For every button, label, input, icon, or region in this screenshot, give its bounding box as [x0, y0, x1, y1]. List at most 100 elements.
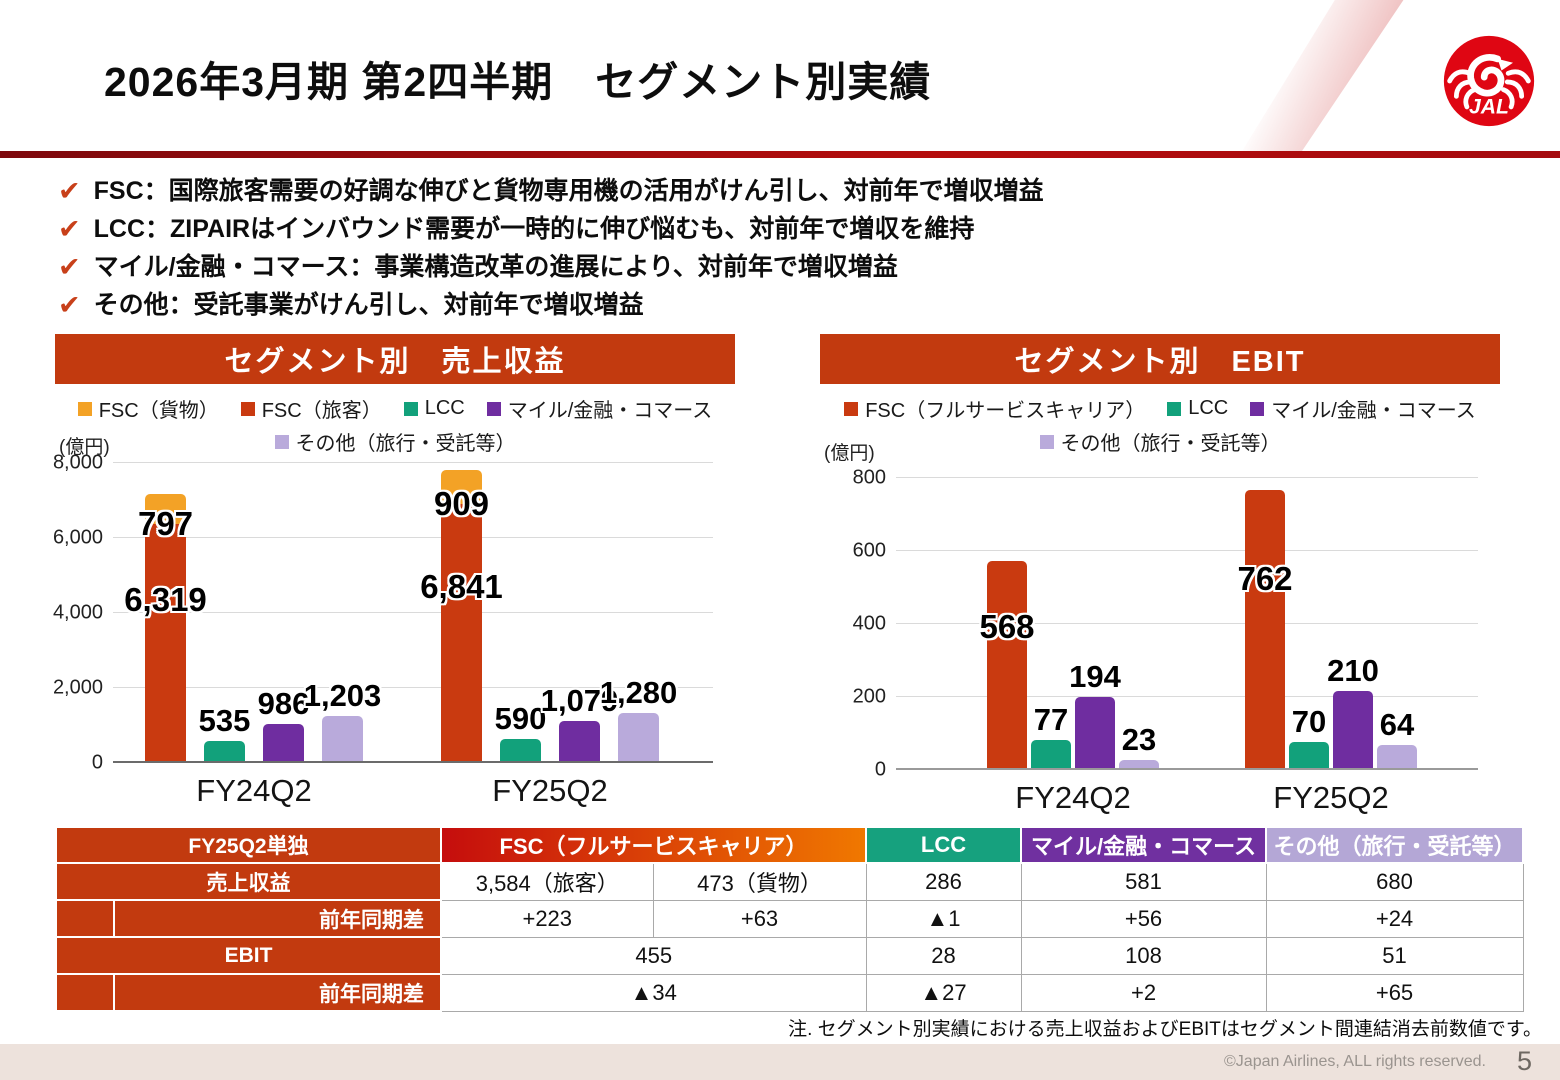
highlights-list: ✔ FSC：国際旅客需要の好調な伸びと貨物専用機の活用がけん引し、対前年で増収増益…	[58, 172, 1044, 324]
bar-FY25Q2: 64	[1377, 707, 1417, 768]
bar-FY25Q2: 70	[1289, 704, 1329, 768]
y-axis-tick: 6,000	[52, 526, 103, 549]
legend-item: マイル/金融・コマース	[486, 394, 712, 423]
bullet-text: LCC：ZIPAIRはインバウンド需要が一時的に伸び悩むも、対前年で増収を維持	[93, 215, 975, 243]
unit-label: (億円)	[59, 437, 110, 458]
y-axis-tick: 2,000	[52, 676, 103, 699]
category-label-FY24Q2: FY24Q2	[196, 773, 312, 808]
check-icon: ✔	[58, 290, 81, 320]
table-cell: +63	[652, 899, 867, 938]
gridline	[896, 550, 1478, 551]
table-column-header: LCC	[865, 826, 1023, 864]
row-label: 売上収益	[55, 862, 442, 901]
bar-value-label: 1,203	[303, 677, 382, 713]
copyright-text: ©Japan Airlines, ALL rights reserved.	[1224, 1053, 1486, 1070]
bullet-lcc: ✔ LCC：ZIPAIRはインバウンド需要が一時的に伸び悩むも、対前年で増収を維持	[58, 210, 1044, 248]
table-row: 売上収益 3,584（旅客） 473（貨物） 286 581 680	[55, 862, 1524, 901]
legend-swatch-icon	[240, 401, 255, 416]
bar-segment-passenger	[145, 524, 186, 761]
bar-value-label: 70	[1291, 704, 1327, 740]
legend-label: その他（旅行・受託等）	[1060, 433, 1281, 455]
legend-label: FSC（旅客）	[261, 400, 382, 422]
row-label: 前年同期差	[113, 973, 442, 1012]
segment-results-table: FY25Q2単独 FSC（フルサービスキャリア） LCC マイル/金融・コマース その他…	[55, 826, 1525, 1012]
y-axis-tick: 8,000	[52, 451, 103, 474]
y-axis-tick: 0	[874, 758, 886, 781]
legend-swatch-icon	[1250, 401, 1265, 416]
legend-row: FSC（フルサービスキャリア） LCC マイル/金融・コマース	[844, 394, 1476, 423]
unit-label: (億円)	[824, 443, 875, 464]
bar-FY24Q2-fsc: 797 6,319	[124, 494, 207, 761]
legend-swatch-icon	[844, 401, 859, 416]
legend-label: マイル/金融・コマース	[1271, 400, 1476, 422]
footer-bar: ©Japan Airlines, ALL rights reserved. 5	[0, 1044, 1560, 1080]
bar-value-label: 762	[1237, 559, 1293, 597]
bar-value-label: 797	[137, 505, 194, 543]
table-cell: +56	[1020, 899, 1267, 938]
legend-row: FSC（貨物） FSC（旅客） LCC マイル/金融・コマース	[77, 394, 712, 423]
crane-left-wing-icon	[1447, 69, 1477, 110]
revenue-chart: 0 2,000 4,000 6,000 8,000 797 6,319 535 986 1,20…	[52, 452, 735, 808]
table-header-row: FY25Q2単独 FSC（フルサービスキャリア） LCC マイル/金融・コマース その他…	[55, 826, 1525, 864]
bar-value-label: 986	[257, 686, 310, 722]
bar-FY25Q2: 590	[495, 701, 546, 761]
legend-label: LCC	[424, 397, 465, 419]
bar-value-label: 590	[494, 700, 547, 736]
legend-item: FSC（旅客）	[240, 394, 382, 423]
table-cell: +65	[1265, 973, 1524, 1012]
bar-FY24Q2: 23	[1119, 722, 1159, 768]
legend-row: その他（旅行・受託等）	[1039, 427, 1281, 456]
page-number: 5	[1516, 1046, 1532, 1076]
jal-logo-icon: JAL	[1443, 35, 1535, 127]
bar-value-label: 77	[1033, 701, 1069, 737]
table-cell: 581	[1020, 862, 1267, 901]
category-label-FY25Q2: FY25Q2	[492, 773, 608, 808]
bar-value-label: 1,079	[540, 682, 619, 718]
row-label: 前年同期差	[113, 899, 442, 938]
svg-text:JAL: JAL	[1469, 96, 1509, 119]
check-icon: ✔	[58, 252, 81, 282]
row-label: EBIT	[55, 936, 442, 975]
bar-value-label: 6,841	[420, 567, 503, 605]
table-corner-header: FY25Q2単独	[55, 826, 442, 864]
check-icon: ✔	[58, 176, 81, 206]
gridline	[896, 696, 1478, 697]
bar-value-label: 23	[1121, 721, 1157, 757]
table-cell: +24	[1265, 899, 1524, 938]
category-label-FY25Q2: FY25Q2	[1273, 780, 1389, 815]
legend-swatch-icon	[1039, 434, 1054, 449]
table-row: EBIT 455 28 108 51	[55, 936, 1524, 975]
bar-segment-cargo	[145, 494, 186, 525]
table-column-header: FSC（フルサービスキャリア）	[439, 826, 868, 864]
bar-FY25Q2: 210	[1327, 653, 1379, 768]
bar-FY25Q2: 762	[1237, 489, 1293, 768]
y-axis-tick: 200	[852, 685, 886, 708]
crane-right-wing-icon	[1501, 69, 1531, 110]
legend-item: マイル/金融・コマース	[1250, 394, 1476, 423]
table-cell: +2	[1020, 973, 1267, 1012]
bullet-mile: ✔ マイル/金融・コマース：事業構造改革の進展により、対前年で増収増益	[58, 248, 1044, 286]
y-axis-tick: 600	[852, 539, 886, 562]
table-cell: 455	[440, 936, 867, 975]
legend-swatch-icon	[274, 434, 289, 449]
legend-item: その他（旅行・受託等）	[274, 427, 516, 456]
bar-value-label: 194	[1069, 659, 1121, 695]
bar-group: 909 6,841 590 1,079 1,280	[420, 470, 677, 761]
legend-swatch-icon	[486, 401, 501, 416]
bar-FY24Q2: 194	[1069, 659, 1121, 768]
bullet-text: マイル/金融・コマース：事業構造改革の進展により、対前年で増収増益	[93, 253, 898, 281]
legend-swatch-icon	[77, 401, 92, 416]
table-cell: +223	[440, 899, 654, 938]
y-axis: 0 200 400 600 800	[820, 467, 896, 781]
gridline	[896, 623, 1478, 624]
table-cell: ▲1	[865, 899, 1022, 938]
bar-group: 762 70 210 64	[1237, 489, 1417, 768]
table-column-header: その他（旅行・受託等）	[1265, 826, 1525, 864]
bar-segment-cargo	[441, 470, 482, 505]
row-indent-cell	[55, 973, 115, 1012]
legend-item: LCC	[403, 394, 465, 423]
check-icon: ✔	[58, 214, 81, 244]
legend-swatch-icon	[403, 401, 418, 416]
page-title: 2026年3月期 第2四半期 セグメント別実績	[104, 59, 932, 105]
bar-FY24Q2: 568	[979, 560, 1035, 768]
